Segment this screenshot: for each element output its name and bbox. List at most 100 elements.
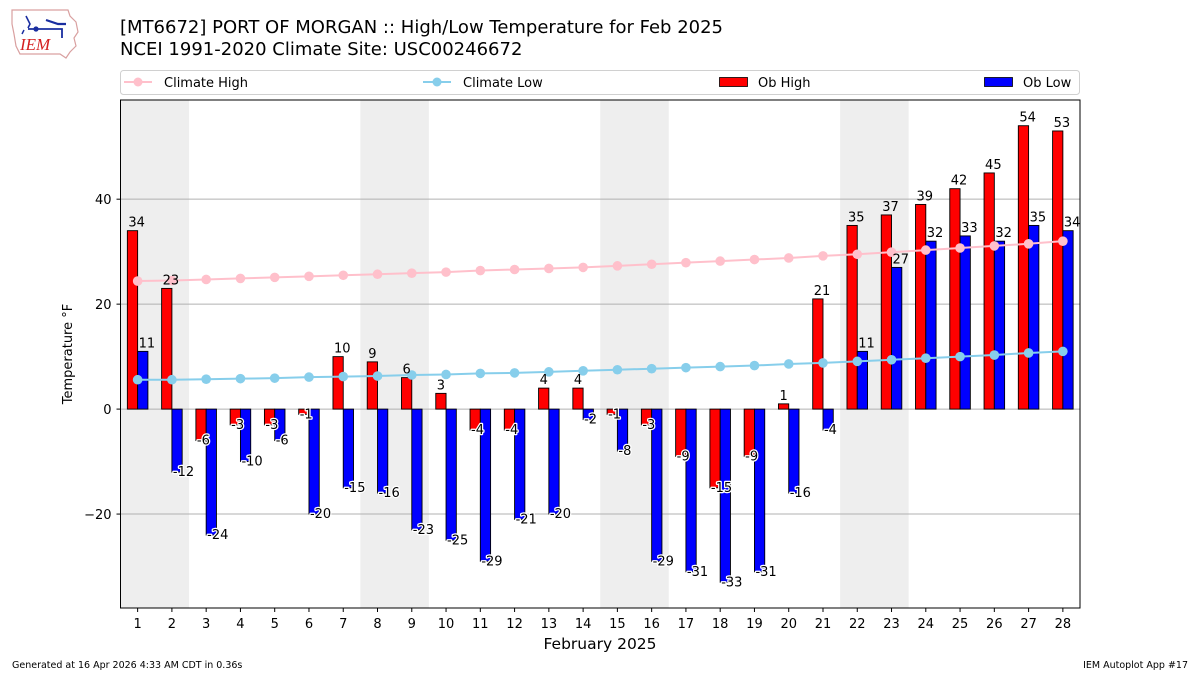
ob-high-bar bbox=[435, 392, 447, 410]
ob-high-bar bbox=[846, 224, 858, 410]
climate-high-point bbox=[406, 268, 417, 278]
ob-low-bar bbox=[377, 408, 389, 494]
climate-low-point bbox=[749, 360, 760, 371]
ob-low-label: 34 bbox=[1064, 216, 1081, 231]
ob-high-label: 37 bbox=[882, 200, 899, 215]
ob-high-bar bbox=[1017, 125, 1030, 410]
ob-low-label: -8 bbox=[618, 444, 631, 459]
climate-low-point bbox=[167, 374, 177, 385]
chart-title: [MT6672] PORT OF MORGAN :: High/Low Temp… bbox=[120, 17, 723, 61]
x-tick-label: 11 bbox=[472, 617, 489, 632]
ob-high-label: -3 bbox=[265, 418, 278, 433]
climate-low-point bbox=[681, 362, 691, 373]
climate-high-point bbox=[475, 265, 486, 276]
title-line-1: [MT6672] PORT OF MORGAN :: High/Low Temp… bbox=[120, 17, 723, 38]
x-tick-label: 9 bbox=[408, 617, 416, 632]
weekend-shading bbox=[120, 100, 909, 608]
y-tick-label: −20 bbox=[84, 508, 111, 523]
ob-low-label: 27 bbox=[893, 252, 910, 267]
ob-low-bar bbox=[891, 266, 903, 410]
ob-high-label: 4 bbox=[574, 373, 582, 388]
ob-low-label: -31 bbox=[687, 565, 708, 580]
climate-high-point bbox=[886, 247, 897, 257]
climate-low-point bbox=[338, 371, 349, 382]
ob-high-label: -3 bbox=[642, 418, 655, 433]
ob-low-label: 33 bbox=[961, 221, 978, 236]
legend-ob-high: Ob High bbox=[719, 76, 811, 91]
ob-high-label: 1 bbox=[779, 389, 787, 404]
ob-low-label: -24 bbox=[207, 528, 228, 543]
ob-high-label: -4 bbox=[505, 423, 518, 438]
ob-low-label: -6 bbox=[276, 434, 289, 449]
ob-high-label: 9 bbox=[368, 347, 376, 362]
ob-low-bar bbox=[239, 408, 252, 463]
climate-high-point bbox=[269, 272, 280, 283]
ob-high-label: 39 bbox=[917, 189, 934, 204]
ob-low-label: -31 bbox=[755, 565, 776, 580]
climate-high-point bbox=[304, 271, 314, 282]
x-tick-label: 3 bbox=[202, 617, 210, 632]
ob-low-label: 32 bbox=[995, 226, 1012, 241]
x-tick-label: 7 bbox=[339, 617, 347, 632]
climate-low-point bbox=[441, 369, 451, 380]
ob-low-bar bbox=[616, 408, 629, 452]
x-tick-label: 22 bbox=[849, 617, 866, 632]
x-tick-label: 8 bbox=[373, 617, 381, 632]
climate-high-point bbox=[612, 261, 623, 271]
app-credit: IEM Autoplot App #17 bbox=[1083, 660, 1188, 671]
x-tick-label: 25 bbox=[952, 617, 969, 632]
ob-low-label: -29 bbox=[481, 554, 502, 569]
x-tick-label: 17 bbox=[678, 617, 695, 632]
ob-high-label: 10 bbox=[334, 342, 351, 357]
climate-lines bbox=[132, 236, 1068, 385]
x-tick-label: 23 bbox=[883, 617, 900, 632]
ob-high-bar bbox=[915, 203, 927, 410]
climate-low-point bbox=[544, 367, 554, 377]
ob-high-label: -3 bbox=[231, 418, 244, 433]
ob-high-label: 6 bbox=[402, 363, 410, 378]
legend-label-climate-high: Climate High bbox=[164, 76, 248, 91]
climate-high-point bbox=[441, 267, 451, 277]
ob-low-bar bbox=[685, 408, 697, 573]
climate-low-point bbox=[475, 368, 486, 379]
climate-low-point bbox=[886, 354, 897, 365]
ob-low-label: -16 bbox=[790, 486, 811, 501]
ob-low-bar bbox=[308, 408, 320, 515]
x-tick-label: 13 bbox=[541, 617, 558, 632]
x-tick-label: 2 bbox=[168, 617, 176, 632]
climate-low-line bbox=[137, 350, 1063, 381]
ob-high-label: 4 bbox=[540, 373, 548, 388]
x-tick-label: 27 bbox=[1020, 617, 1037, 632]
x-tick-label: 5 bbox=[271, 617, 279, 632]
ob-high-label: -9 bbox=[677, 449, 690, 464]
ob-low-label: -23 bbox=[413, 523, 434, 538]
x-tick-label: 6 bbox=[305, 617, 313, 632]
plot-frame bbox=[120, 99, 1081, 609]
climate-low-point bbox=[1023, 348, 1034, 358]
ob-low-bar bbox=[274, 408, 286, 442]
ob-low-bar bbox=[342, 408, 354, 489]
climate-high-point bbox=[783, 253, 794, 263]
ob-high-bar bbox=[709, 408, 721, 489]
ob-high-label: -6 bbox=[197, 434, 210, 449]
ob-high-label: 3 bbox=[437, 378, 445, 393]
ob-high-bar bbox=[126, 230, 139, 410]
legend-label-ob-low: Ob Low bbox=[1023, 76, 1072, 91]
ob-high-label: 45 bbox=[985, 158, 1002, 173]
ob-high-bar bbox=[332, 356, 344, 410]
climate-high-point bbox=[544, 263, 554, 274]
legend-label-climate-low: Climate Low bbox=[463, 76, 543, 91]
x-tick-label: 28 bbox=[1055, 617, 1072, 632]
y-tick-label: 20 bbox=[95, 298, 112, 313]
x-tick-label: 4 bbox=[236, 617, 244, 632]
x-tick-label: 18 bbox=[712, 617, 729, 632]
ob-high-label: 54 bbox=[1019, 111, 1036, 126]
ob-low-bar bbox=[411, 408, 423, 531]
climate-high-point bbox=[509, 264, 520, 275]
ob-low-label: -16 bbox=[379, 486, 400, 501]
climate-low-point bbox=[920, 353, 931, 363]
ob-low-label: -20 bbox=[550, 507, 571, 522]
climate-high-line bbox=[137, 240, 1063, 283]
x-tick-label: 19 bbox=[746, 617, 763, 632]
